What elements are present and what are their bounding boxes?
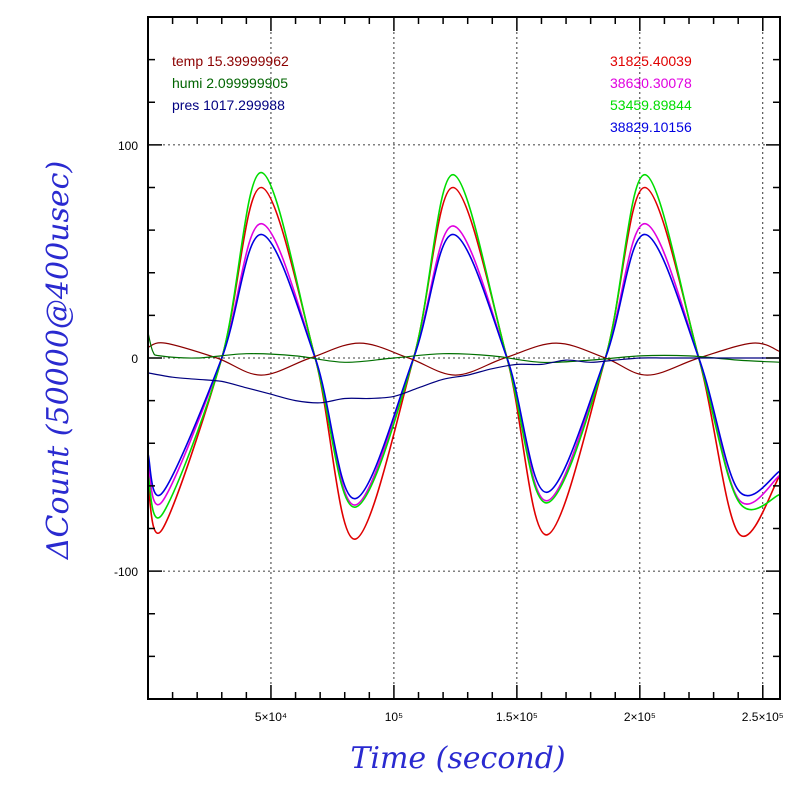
series-lines xyxy=(148,171,780,541)
legend-right-entry: 38829.10156 xyxy=(610,119,692,135)
legend-left-entry: temp 15.39999962 xyxy=(172,53,289,69)
x-tick-label: 2.5×10⁵ xyxy=(742,710,784,724)
legend-right-entry: 53459.89844 xyxy=(610,97,692,113)
series-line-1 xyxy=(148,222,780,506)
legend-left-entry: pres 1017.299988 xyxy=(172,97,285,113)
series-line-5 xyxy=(148,332,780,364)
y-axis-title: ΔCount (50000@400usec) xyxy=(41,161,76,560)
legend-right: 31825.40039 38630.30078 53459.89844 38829.1… xyxy=(610,53,692,135)
x-tick-label: 2×10⁵ xyxy=(624,710,656,724)
legend-right-entry: 38630.30078 xyxy=(610,75,692,91)
plot-frame xyxy=(147,16,781,700)
y-tick-label: -100 xyxy=(114,565,138,579)
x-tick-label: 1.5×10⁵ xyxy=(496,710,538,724)
series-line-6 xyxy=(148,357,780,404)
y-tick-label: 100 xyxy=(118,139,138,153)
series-line-2 xyxy=(148,171,780,519)
x-axis-title: Time (second) xyxy=(350,741,565,776)
legend-right-entry: 31825.40039 xyxy=(610,53,692,69)
axis-ticks xyxy=(148,17,780,699)
legend-left-entry: humi 2.099999905 xyxy=(172,75,288,91)
tick-labels: 5×10⁴ 10⁵ 1.5×10⁵ 2×10⁵ 2.5×10⁵ 100 0 -100 xyxy=(114,139,784,724)
x-tick-label: 5×10⁴ xyxy=(255,710,287,724)
series-line-3 xyxy=(148,233,780,500)
x-tick-label: 10⁵ xyxy=(385,710,403,724)
legend-left: temp 15.39999962 humi 2.099999905 pres 101… xyxy=(172,53,289,113)
series-line-4 xyxy=(148,342,780,376)
series-line-0 xyxy=(148,186,780,541)
y-tick-label: 0 xyxy=(131,352,138,366)
